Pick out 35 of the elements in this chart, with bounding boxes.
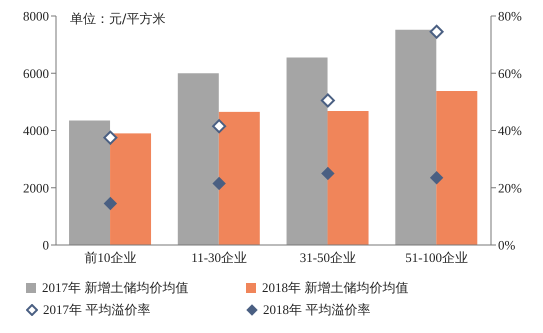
bar [395, 30, 436, 245]
y-tick-label: 0 [42, 238, 49, 253]
point [103, 130, 118, 145]
x-tick-label: 31-50企业 [300, 250, 356, 266]
point [320, 93, 335, 108]
bar [328, 111, 369, 245]
bar [110, 133, 152, 245]
y-tick-label: 6000 [23, 66, 49, 81]
x-tick-label: 51-100企业 [405, 250, 468, 266]
legend-label: 2017年 平均溢价率 [43, 301, 150, 319]
y2-tick-label: 80% [498, 8, 522, 24]
point [212, 119, 226, 134]
legend-label: 2018年 新增土储均价均值 [262, 279, 408, 297]
y-tick-label: 8000 [23, 8, 49, 24]
annotation: 单位：元/平方米 [70, 11, 166, 28]
x-tick-label: 前10企业 [84, 250, 136, 266]
bar [69, 120, 110, 245]
point [321, 166, 334, 180]
x-tick-label: 11-30企业 [191, 250, 248, 266]
point [430, 171, 444, 184]
y2-tick-label: 40% [498, 123, 522, 138]
y2-tick-label: 60% [498, 66, 522, 81]
y-tick-label: 2000 [23, 180, 49, 196]
legend-label: 2017年 新增土储均价均值 [42, 279, 188, 297]
y2-tick-label: 20% [498, 180, 522, 196]
legend-label: 2018年 平均溢价率 [263, 301, 370, 319]
bar [218, 112, 260, 245]
y2-tick-label: 0% [498, 238, 516, 253]
bar [436, 91, 478, 245]
bar [286, 58, 328, 245]
y-tick-label: 4000 [23, 123, 49, 138]
point [212, 176, 226, 190]
point [104, 196, 117, 210]
bar [178, 73, 219, 245]
point [430, 24, 444, 39]
